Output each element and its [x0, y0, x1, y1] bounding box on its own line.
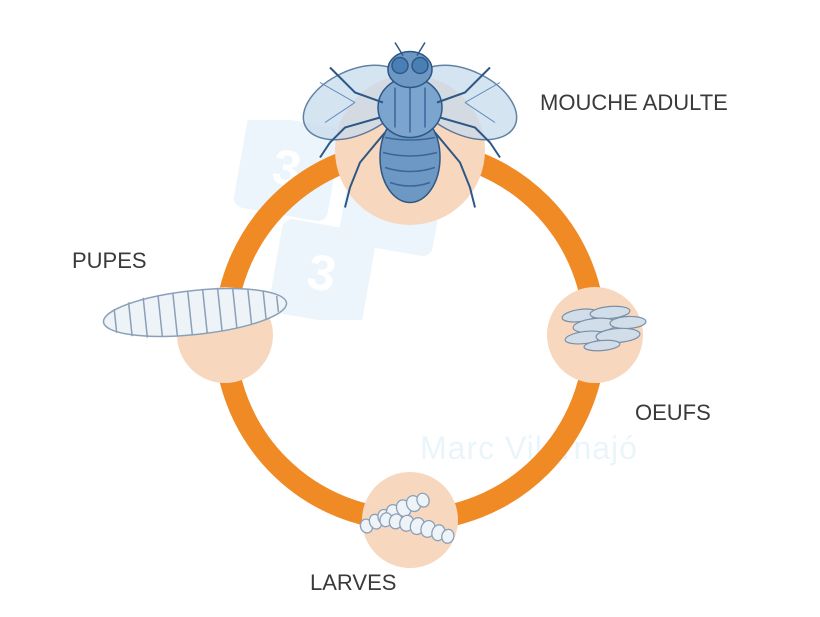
label-eggs: OEUFS [635, 400, 711, 426]
label-larvae: LARVES [310, 570, 396, 596]
adult-fly-illustration [295, 28, 525, 233]
eggs-illustration [550, 298, 660, 363]
pupa-illustration [95, 278, 295, 353]
label-pupae: PUPES [72, 248, 147, 274]
larvae-illustration [345, 473, 475, 568]
label-adult: MOUCHE ADULTE [540, 90, 728, 116]
